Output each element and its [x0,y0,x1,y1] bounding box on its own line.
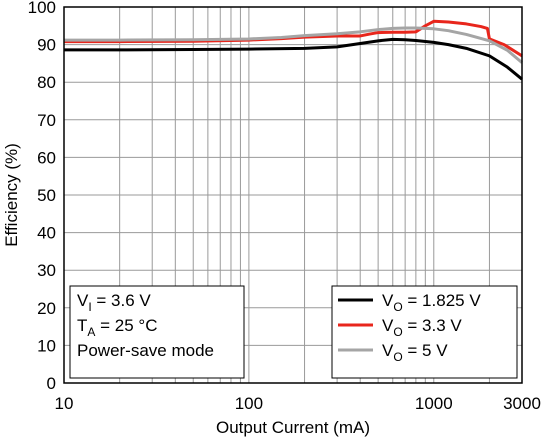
y-tick-label: 20 [37,299,56,318]
x-axis-title: Output Current (mA) [216,418,370,437]
y-tick-label: 40 [37,224,56,243]
y-tick-label: 100 [28,0,56,17]
plot-frame [63,6,523,384]
legend: VO = 1.825 VVO = 3.3 VVO = 5 V [331,285,518,379]
condition-line-1: VI = 3.6 V [77,291,151,314]
y-tick-label: 90 [37,36,56,55]
x-tick-label: 100 [235,394,263,413]
y-tick-label: 0 [47,374,56,393]
y-tick-label: 70 [37,111,56,130]
x-tick-label: 10 [55,394,74,413]
conditions-text: VI = 3.6 VTA = 25 °C Power-save mode [77,291,214,360]
series-lines [64,19,523,81]
legend-label-2: VO = 3.3 V [382,316,462,339]
y-tick-label: 30 [37,261,56,280]
conditions-box-frame [69,285,245,379]
x-tick-label: 3000 [503,394,541,413]
series-line-1 [64,37,523,81]
y-axis-title: Efficiency (%) [2,143,21,247]
y-tick-label: 10 [37,336,56,355]
y-tick-label: 80 [37,73,56,92]
legend-label-1: VO = 1.825 V [382,291,481,314]
condition-line-3: Power-save mode [77,341,214,360]
series-line-3 [64,26,523,64]
legend-label-3: VO = 5 V [382,341,448,364]
legend-entries: VO = 1.825 VVO = 3.3 VVO = 5 V [338,291,481,364]
y-tick-label: 60 [37,148,56,167]
x-tick-label: 1000 [415,394,453,413]
y-tick-label: 50 [37,186,56,205]
conditions-box: VI = 3.6 VTA = 25 °C Power-save mode [69,285,245,379]
condition-line-2: TA = 25 °C [77,316,158,339]
